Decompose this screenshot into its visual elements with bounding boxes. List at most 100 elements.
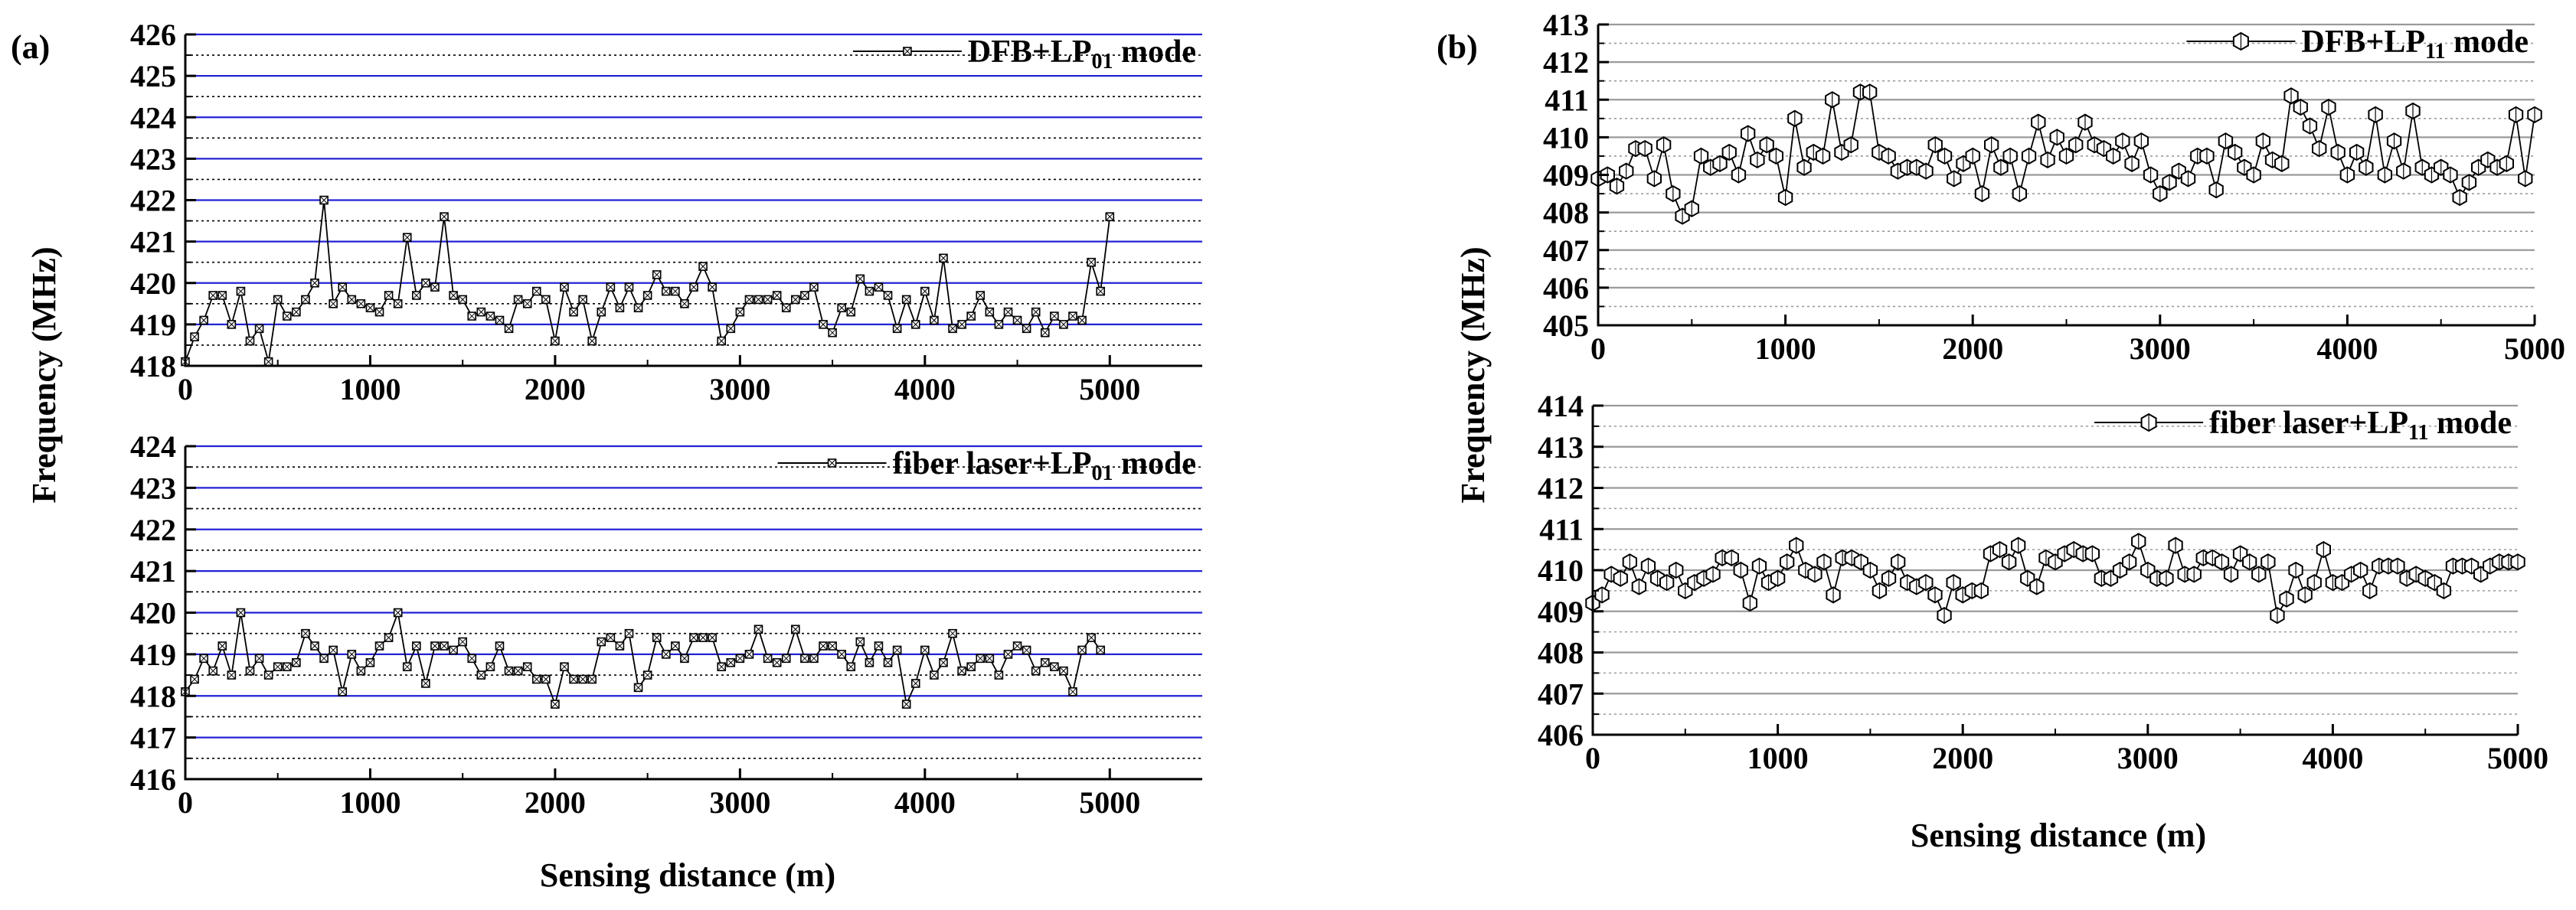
- ytick-label-a-bottom: 416: [130, 762, 176, 797]
- data-point-b-bottom: [2279, 590, 2294, 608]
- data-point-a-top: [985, 307, 995, 317]
- ytick-label-b-top: 413: [1543, 8, 1589, 42]
- data-point-a-bottom: [412, 641, 421, 651]
- data-point-a-top: [412, 291, 421, 300]
- data-point-b-bottom: [1669, 561, 1684, 579]
- xtick-label-a-top: 1000: [339, 372, 400, 406]
- data-point-a-top: [892, 324, 902, 334]
- data-point-b-top: [1937, 147, 1953, 165]
- ytick-label-b-bottom: 410: [1538, 553, 1584, 588]
- xtick-label-a-top: 0: [178, 372, 193, 406]
- legend-marker: [827, 458, 837, 468]
- data-point-a-bottom: [190, 674, 199, 684]
- ytick-label-a-top: 424: [130, 100, 176, 135]
- data-point-b-top: [1666, 184, 1681, 203]
- data-point-a-bottom: [467, 654, 477, 664]
- panel-a-label: (a): [11, 28, 50, 66]
- data-point-b-top: [2443, 166, 2458, 184]
- data-point-b-top: [2162, 174, 2177, 191]
- data-point-a-bottom: [1077, 645, 1087, 655]
- data-point-a-top: [467, 311, 477, 321]
- data-point-a-bottom: [744, 650, 754, 659]
- legend-marker: [2140, 413, 2157, 432]
- ytick-label-a-top: 419: [130, 308, 176, 342]
- xtick-label-b-top: 2000: [1942, 331, 2003, 366]
- data-point-b-top: [1684, 200, 1699, 217]
- data-point-b-bottom: [2362, 582, 2378, 600]
- data-point-b-top: [1796, 158, 1812, 176]
- data-point-a-bottom: [329, 645, 338, 655]
- legend-b-bottom: fiber laser+LP11 mode: [2094, 406, 2512, 445]
- xtick-label-b-top: 3000: [2130, 331, 2191, 366]
- data-point-a-bottom: [1012, 641, 1022, 651]
- data-point-a-bottom: [698, 633, 708, 642]
- ytick-label-b-bottom: 407: [1538, 677, 1584, 711]
- data-point-a-top: [485, 311, 495, 321]
- data-point-a-top: [910, 320, 920, 329]
- series-line-a-top: [185, 200, 1111, 362]
- data-point-b-top: [2012, 184, 2027, 203]
- data-point-a-bottom: [976, 654, 986, 664]
- data-point-b-bottom: [1733, 561, 1748, 579]
- data-point-a-bottom: [920, 645, 930, 655]
- data-point-a-top: [1077, 315, 1087, 325]
- xtick-label-b-top: 0: [1590, 331, 1606, 366]
- data-point-b-top: [2002, 147, 2018, 165]
- data-point-a-top: [800, 291, 809, 300]
- ytick-label-b-bottom: 414: [1538, 389, 1584, 423]
- data-point-a-top: [578, 295, 587, 305]
- data-point-a-bottom: [939, 657, 948, 667]
- data-point-a-top: [680, 299, 689, 308]
- data-point-a-top: [365, 303, 375, 313]
- ytick-label-b-top: 409: [1543, 158, 1589, 193]
- data-point-a-bottom: [1068, 687, 1077, 696]
- data-point-a-top: [661, 286, 671, 296]
- data-point-a-bottom: [883, 657, 893, 667]
- data-point-a-top: [199, 315, 208, 325]
- data-point-a-bottom: [495, 641, 505, 651]
- ytick-label-b-bottom: 406: [1538, 718, 1584, 752]
- data-point-b-bottom: [2297, 586, 2313, 604]
- data-point-a-top: [976, 291, 986, 300]
- data-point-a-bottom: [476, 670, 486, 680]
- data-point-b-bottom: [2510, 553, 2525, 571]
- data-point-a-top: [522, 299, 532, 308]
- ytick-label-a-top: 423: [130, 142, 176, 176]
- data-point-a-bottom: [892, 645, 902, 655]
- data-point-a-bottom: [292, 657, 301, 667]
- data-point-a-top: [930, 315, 939, 325]
- data-point-b-bottom: [2011, 537, 2026, 554]
- data-point-a-top: [227, 320, 237, 329]
- data-point-b-top: [2049, 129, 2064, 146]
- data-point-a-top: [1003, 307, 1013, 317]
- ytick-label-a-bottom: 422: [130, 513, 176, 547]
- data-point-a-top: [671, 286, 680, 296]
- data-point-a-top: [744, 295, 754, 305]
- data-point-a-top: [642, 291, 652, 300]
- data-point-a-top: [1022, 324, 1031, 334]
- data-point-a-bottom: [1059, 666, 1068, 676]
- data-point-a-top: [292, 307, 301, 317]
- data-point-b-top: [1721, 143, 1737, 161]
- data-point-a-top: [430, 282, 440, 292]
- ylabel-b: Frequency (MHz): [1454, 246, 1492, 503]
- ytick-label-b-bottom: 413: [1538, 430, 1584, 465]
- ytick-label-b-bottom: 412: [1538, 471, 1584, 506]
- data-point-a-top: [763, 295, 773, 305]
- data-point-a-top: [883, 291, 893, 300]
- data-point-a-top: [504, 324, 514, 334]
- data-point-a-bottom: [652, 633, 662, 642]
- data-point-b-bottom: [1973, 582, 1989, 600]
- data-point-a-top: [310, 278, 319, 288]
- data-point-b-top: [2153, 184, 2168, 203]
- data-point-a-top: [458, 295, 467, 305]
- data-point-b-top: [1741, 125, 1756, 142]
- data-point-b-bottom: [1742, 594, 1757, 612]
- axes-layer: 418 419 420 421 422 423 424 425 426 0 1000 2000 3000…: [130, 8, 2565, 820]
- data-point-a-bottom: [541, 674, 551, 684]
- data-point-b-top: [1993, 158, 2009, 176]
- data-point-a-top: [948, 324, 957, 334]
- data-point-a-bottom: [708, 633, 717, 642]
- data-point-a-bottom: [597, 637, 606, 647]
